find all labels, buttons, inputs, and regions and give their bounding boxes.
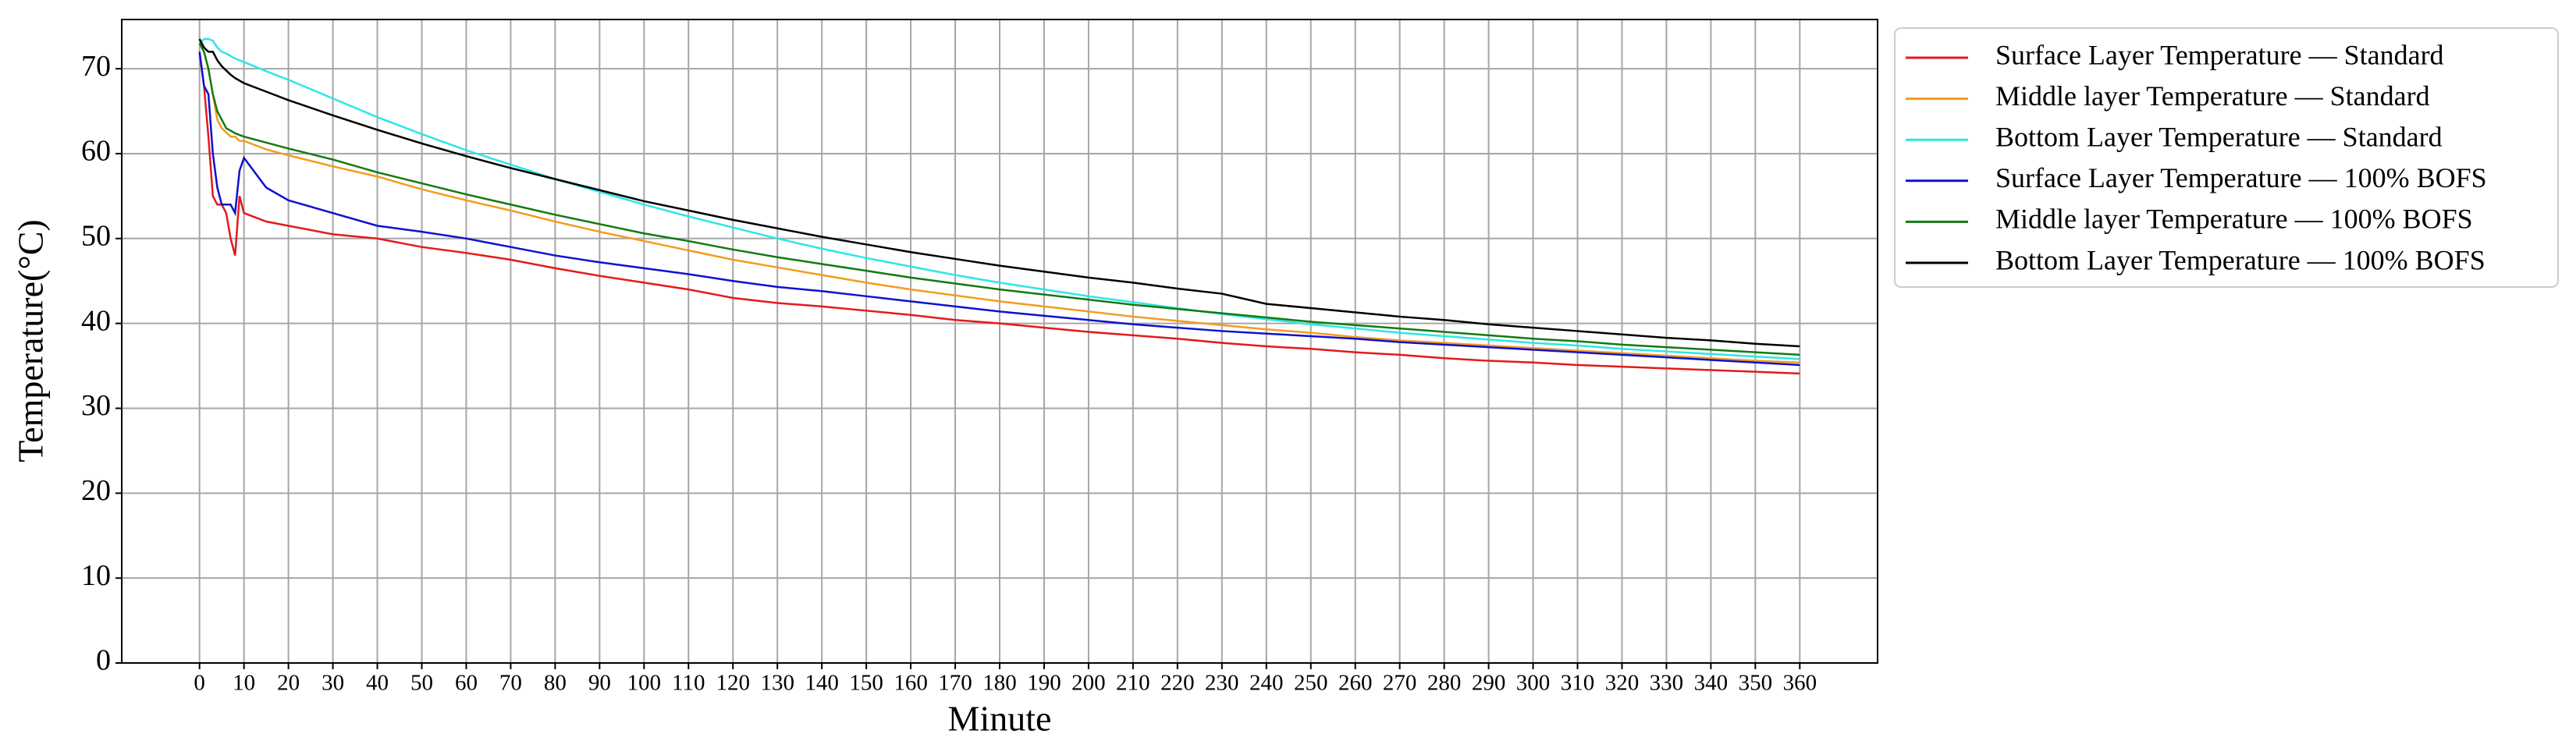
legend-label: Middle layer Temperature — 100% BOFS — [1995, 204, 2473, 235]
y-tick-label: 30 — [81, 389, 111, 422]
x-tick-label: 20 — [277, 671, 300, 696]
x-tick-label: 30 — [322, 671, 344, 696]
x-tick-label: 250 — [1294, 671, 1328, 696]
x-tick-label: 260 — [1338, 671, 1373, 696]
x-tick-label: 170 — [938, 671, 972, 696]
y-tick-label: 50 — [81, 220, 111, 253]
x-tick-label: 0 — [194, 671, 205, 696]
x-tick-label: 300 — [1516, 671, 1551, 696]
y-tick-label: 60 — [81, 135, 111, 168]
x-tick-label: 180 — [982, 671, 1017, 696]
series-line — [198, 37, 1800, 360]
plot-frame — [121, 19, 1878, 664]
series-line — [198, 51, 1800, 375]
x-tick-label: 210 — [1116, 671, 1150, 696]
y-tick-label: 70 — [81, 50, 111, 83]
legend-label: Surface Layer Temperature — Standard — [1995, 39, 2444, 70]
legend-label: Bottom Layer Temperature — 100% BOFS — [1995, 244, 2485, 275]
x-axis-label: Minute — [948, 699, 1052, 739]
x-tick-label: 340 — [1694, 671, 1729, 696]
series-line — [198, 42, 1800, 363]
x-tick-label: 120 — [716, 671, 750, 696]
y-tick-label: 40 — [81, 304, 111, 337]
x-tick-label: 290 — [1472, 671, 1506, 696]
series-line — [198, 51, 1800, 367]
x-tick-label: 110 — [672, 671, 705, 696]
x-tick-label: 40 — [366, 671, 389, 696]
x-tick-label: 230 — [1205, 671, 1239, 696]
x-tick-label: 50 — [410, 671, 433, 696]
x-tick-label: 240 — [1249, 671, 1284, 696]
x-tick-label: 190 — [1027, 671, 1061, 696]
x-tick-label: 60 — [455, 671, 478, 696]
x-tick-label: 70 — [499, 671, 522, 696]
x-tick-label: 320 — [1605, 671, 1640, 696]
x-tick-label: 310 — [1561, 671, 1595, 696]
y-tick-label: 20 — [81, 474, 111, 507]
x-tick-label: 130 — [760, 671, 794, 696]
x-tick-label: 360 — [1783, 671, 1817, 696]
y-tick-label: 10 — [81, 559, 111, 592]
x-tick-label: 100 — [627, 671, 662, 696]
x-tick-label: 150 — [849, 671, 883, 696]
x-tick-label: 90 — [588, 671, 611, 696]
x-tick-label: 200 — [1071, 671, 1106, 696]
x-tick-label: 330 — [1650, 671, 1684, 696]
x-tick-label: 80 — [544, 671, 567, 696]
x-tick-label: 10 — [233, 671, 255, 696]
y-tick-label: 0 — [96, 644, 111, 677]
x-tick-label: 350 — [1739, 671, 1773, 696]
y-axis-label: Temperature(°C) — [11, 219, 51, 462]
series-line — [198, 38, 1800, 348]
series-line — [198, 42, 1800, 356]
x-tick-label: 270 — [1383, 671, 1417, 696]
legend-label: Middle layer Temperature — Standard — [1995, 80, 2430, 112]
x-tick-label: 280 — [1427, 671, 1462, 696]
legend-label: Bottom Layer Temperature — Standard — [1995, 121, 2443, 152]
legend-label: Surface Layer Temperature — 100% BOFS — [1995, 162, 2487, 193]
legend-box — [1894, 27, 2559, 288]
x-tick-label: 220 — [1160, 671, 1195, 696]
x-tick-label: 160 — [894, 671, 928, 696]
x-tick-label: 140 — [805, 671, 839, 696]
